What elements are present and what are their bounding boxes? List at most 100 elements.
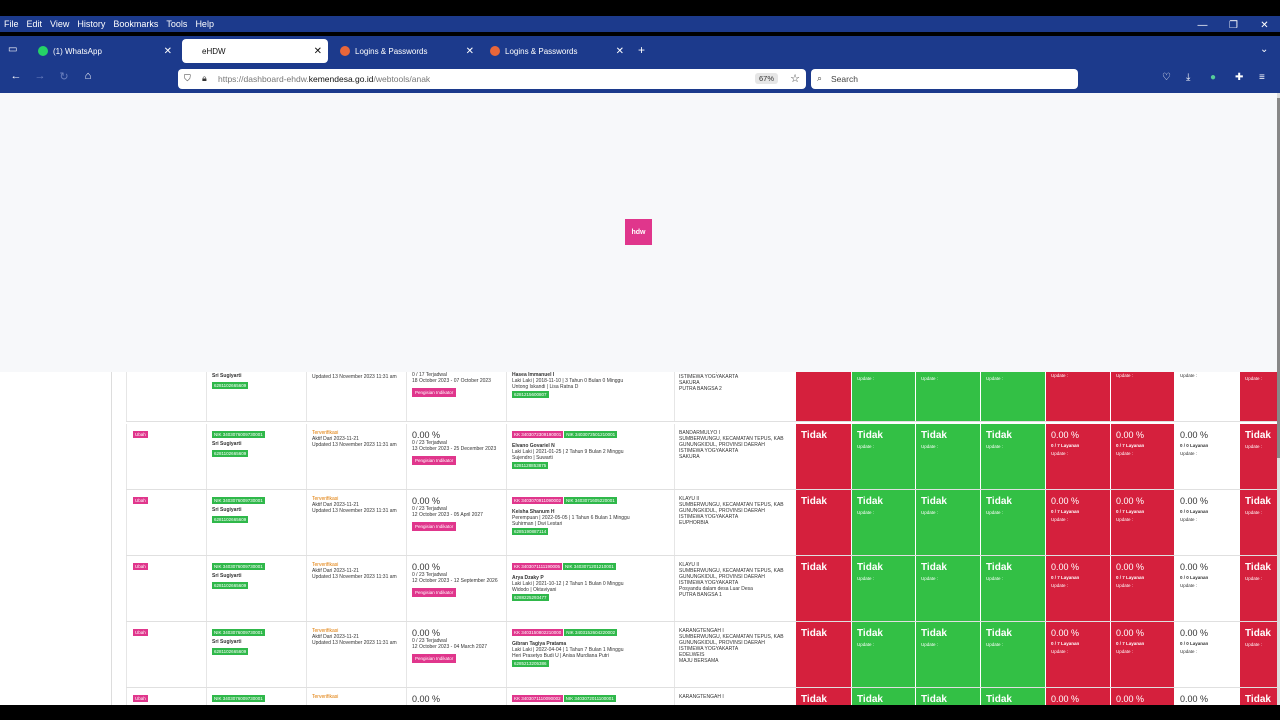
status-value: Tidak: [986, 628, 1012, 639]
update-label: Update :: [986, 444, 1004, 449]
menu-bookmarks[interactable]: Bookmarks: [113, 19, 159, 29]
status-value: Tidak: [921, 562, 947, 573]
child-sex: Laki Laki: [512, 378, 532, 384]
indicator-button[interactable]: Pengisian Indikator: [412, 456, 457, 465]
menu-help[interactable]: Help: [195, 19, 214, 29]
edit-badge[interactable]: Ubah: [133, 497, 148, 504]
kader-phone-badge[interactable]: 6281102665609: [212, 382, 249, 389]
child-phone-badge[interactable]: 6285190887114: [512, 528, 549, 535]
firefox-icon: [490, 46, 500, 56]
layanan-percent: 0.00 %: [1051, 430, 1080, 440]
close-icon[interactable]: ✕: [313, 45, 322, 57]
edit-badge[interactable]: Ubah: [133, 431, 148, 438]
child-phone-badge[interactable]: 6281215600807: [512, 391, 549, 398]
kader-name: Sri Sugiyarti: [212, 373, 242, 379]
child-phone-badge[interactable]: 6288225293477: [512, 594, 549, 601]
indicator-button[interactable]: Pengisian Indikator: [412, 522, 457, 531]
bookmark-star-icon[interactable]: ☆: [790, 73, 800, 85]
forward-icon[interactable]: →: [34, 70, 46, 82]
kk-badge: KK 3403071110090002: [512, 695, 563, 702]
downloads-icon[interactable]: ⤓: [1186, 72, 1191, 83]
navigation-bar: ← → ↻ ⌂ ⛉ 🔒︎ https://dashboard-ehdw. keme…: [0, 64, 1280, 93]
shield-icon[interactable]: ⛉: [184, 73, 191, 83]
close-icon[interactable]: ✕: [163, 45, 172, 57]
close-window-button[interactable]: ✕: [1260, 20, 1269, 31]
indicator-button[interactable]: Pengisian Indikator: [412, 388, 457, 397]
tab-label: Logins & Passwords: [355, 46, 428, 56]
tab-overview-icon[interactable]: ▭: [8, 44, 18, 55]
layanan-count: 0 / 7 Layanan: [1116, 575, 1145, 580]
new-tab-button[interactable]: +: [638, 43, 646, 57]
menu-tools[interactable]: Tools: [166, 19, 188, 29]
status-value: Tidak: [921, 496, 947, 507]
reload-icon[interactable]: ↻: [59, 71, 69, 83]
update-label: Update :: [921, 576, 939, 581]
tab-logins-2[interactable]: Logins & Passwords ✕: [482, 39, 630, 63]
menu-edit[interactable]: Edit: [26, 19, 43, 29]
layanan-count: 0 / 0 Layanan: [1180, 509, 1209, 514]
search-icon: ⌕: [817, 73, 823, 83]
ibu-name: Anisa Murdiana Putri: [562, 653, 609, 659]
close-icon[interactable]: ✕: [615, 45, 624, 57]
ayah-name: Untong Iskandi: [512, 384, 546, 390]
dusun-name: KLAYU II: [679, 496, 700, 502]
updated-at: Updated 13 November 2023 11:31 am: [312, 640, 397, 646]
posyandu-name: Posyandu dalam desa Luar Desa: [679, 586, 753, 592]
layanan-count: 0 / 7 Layanan: [1116, 509, 1145, 514]
edit-badge[interactable]: Ubah: [133, 629, 148, 636]
extensions-puzzle-icon[interactable]: ✚: [1235, 72, 1244, 83]
kader-phone-badge[interactable]: 6281102665609: [212, 648, 249, 655]
child-dob: 2021-01-25: [535, 449, 562, 455]
kader-phone-badge[interactable]: 6281102665609: [212, 450, 249, 457]
table-row: Ubah NIK 3403076009730001 Sri Sugiyarti 628…: [126, 556, 1277, 622]
child-phone-badge[interactable]: 6281128853875: [512, 462, 549, 469]
tab-whatsapp[interactable]: (1) WhatsApp ✕: [30, 39, 178, 63]
kader-phone-badge[interactable]: 6281102665609: [212, 516, 249, 523]
update-label: Update :: [1051, 583, 1069, 588]
update-label: Update :: [1180, 373, 1198, 378]
update-label: Update :: [986, 510, 1004, 515]
menu-hamburger-icon[interactable]: ≡: [1259, 72, 1265, 83]
edit-badge[interactable]: Ubah: [133, 563, 148, 570]
dusun-name: KARANGTENGAH I: [679, 628, 724, 634]
edit-badge[interactable]: Ubah: [133, 695, 148, 702]
child-sex: Laki Laki: [512, 647, 532, 653]
close-icon[interactable]: ✕: [465, 45, 474, 57]
address-text: SUMBERWUNGU, KECAMATAN TEPUS, KAB GUNUNG…: [679, 634, 784, 652]
indicator-button[interactable]: Pengisian Indikator: [412, 588, 457, 597]
search-input[interactable]: ⌕ Search: [811, 69, 1078, 89]
layanan-count: 0 / 0 Layanan: [1180, 641, 1209, 646]
page-scrollbar[interactable]: [1277, 93, 1280, 705]
tab-ehdw[interactable]: eHDW ✕: [182, 39, 328, 63]
home-icon[interactable]: ⌂: [84, 70, 92, 82]
tab-logins-1[interactable]: Logins & Passwords ✕: [332, 39, 480, 63]
update-label: Update :: [1116, 517, 1134, 522]
kader-phone-badge[interactable]: 6281102665609: [212, 582, 249, 589]
minimize-button[interactable]: —: [1197, 20, 1208, 31]
status-value: Tidak: [921, 628, 947, 639]
scheduled-count: 0 / 23 Terjadwal: [412, 440, 447, 446]
extension-icon[interactable]: ●: [1210, 72, 1217, 83]
lock-icon[interactable]: 🔒︎: [202, 73, 207, 83]
maximize-button[interactable]: ❐: [1229, 20, 1238, 31]
menu-file[interactable]: File: [4, 19, 19, 29]
service-status-3: Tidak Update :: [915, 372, 980, 421]
menu-history[interactable]: History: [77, 19, 106, 29]
list-tabs-icon[interactable]: ⌄: [1260, 44, 1269, 55]
kader-name: Sri Sugiyarti: [212, 573, 242, 579]
child-name: Hasea Immanuel I: [512, 372, 555, 378]
indicator-button[interactable]: Pengisian Indikator: [412, 654, 457, 663]
table-row: Ubah NIK 3403076009730001 Sri Sugiyarti 628…: [126, 490, 1277, 556]
pocket-icon[interactable]: ♡: [1162, 72, 1171, 83]
menu-view[interactable]: View: [50, 19, 70, 29]
child-age: 2 Tahun 1 Bulan 0 Minggu: [565, 581, 624, 587]
scheduled-count: 0 / 23 Terjadwal: [412, 506, 447, 512]
scrollbar-thumb[interactable]: [1277, 98, 1280, 458]
back-icon[interactable]: ←: [10, 70, 22, 82]
zoom-level[interactable]: 67%: [754, 73, 778, 84]
url-bar[interactable]: ⛉ 🔒︎ https://dashboard-ehdw. kemendesa.go…: [178, 69, 806, 89]
active-since: Aktif Dari 2023-11-21: [312, 502, 359, 508]
scheduled-count: 0 / 23 Terjadwal: [412, 638, 447, 644]
child-phone-badge[interactable]: 6285213205386: [512, 660, 549, 667]
